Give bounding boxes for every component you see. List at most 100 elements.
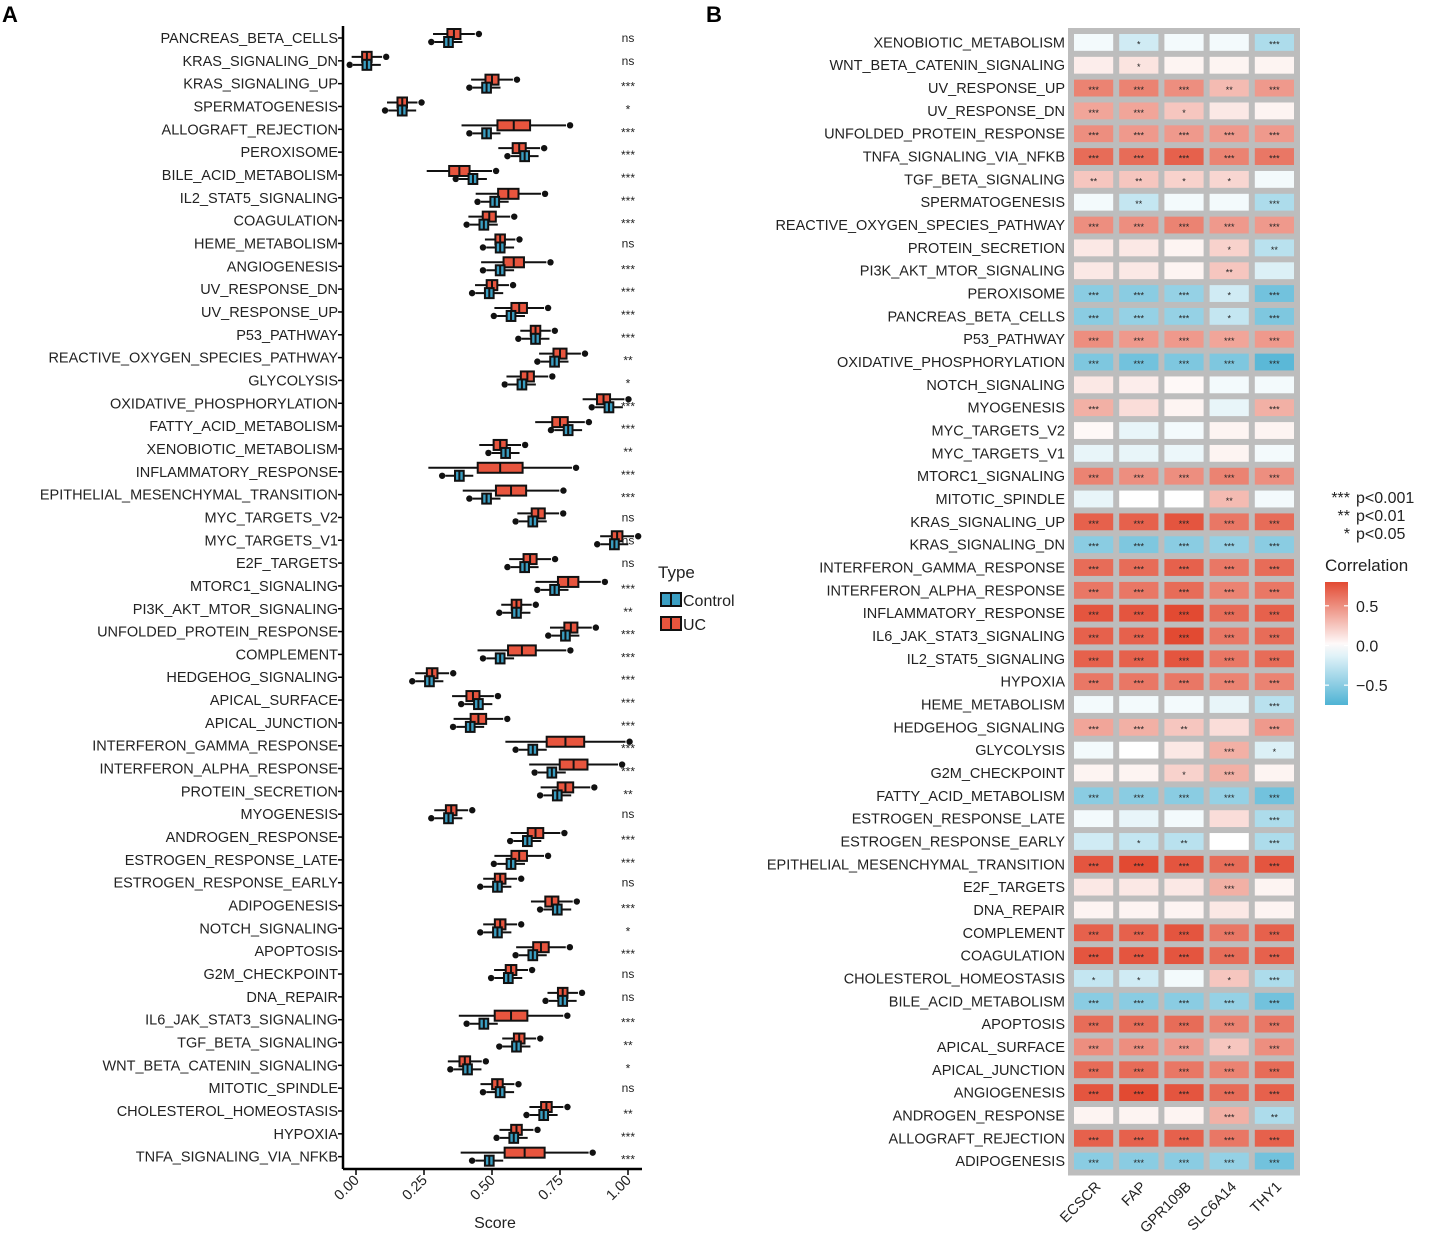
uc-outlier-point (564, 1103, 571, 1111)
cell-significance: *** (1224, 747, 1235, 757)
box-row-dna-repair: DNA_REPAIR ns (246, 986, 634, 1007)
box-row-estrogen-response-early: ESTROGEN_RESPONSE_EARLY ns (113, 872, 634, 893)
heatmap-cell (1254, 1129, 1294, 1147)
control-outlier-point (504, 152, 511, 160)
heatmap-cell (1164, 696, 1204, 713)
cell-significance: ** (1135, 176, 1143, 186)
heatmap-cell (1164, 924, 1204, 942)
box-row-estrogen-response-late: ESTROGEN_RESPONSE_LATE *** (125, 849, 635, 870)
heatmap-cell (1209, 878, 1249, 896)
cell-significance: *** (1269, 1135, 1280, 1145)
row-label-notch-signaling: NOTCH_SIGNALING (926, 378, 1065, 394)
heatmap-cell (1074, 1107, 1114, 1124)
cell-significance: *** (1179, 85, 1190, 95)
y-tick-label: INFLAMMATORY_RESPONSE (136, 465, 339, 481)
row-label-estrogen-response-early: ESTROGEN_RESPONSE_EARLY (840, 834, 1065, 850)
y-tick-label: INTERFERON_GAMMA_RESPONSE (92, 739, 338, 755)
cell-significance: *** (1134, 679, 1145, 689)
heatmap-panel: * ******* *** *** ** ****** *** **** *** *** *** **… (767, 28, 1414, 1237)
cell-significance: *** (1088, 1044, 1099, 1054)
cell-significance: *** (1134, 291, 1145, 301)
heatmap-cell (1254, 604, 1294, 622)
heatmap-cell (1074, 650, 1114, 668)
row-label-myc-targets-v2: MYC_TARGETS_V2 (932, 424, 1066, 440)
uc-outlier-point (547, 259, 554, 266)
uc-outlier-point (494, 692, 502, 700)
heatmap-cell (1119, 810, 1159, 828)
row-label-spermatogenesis: SPERMATOGENESIS (921, 195, 1066, 211)
y-tick-label: HEDGEHOG_SIGNALING (166, 670, 338, 686)
significance-label: *** (621, 742, 635, 756)
row-label-fatty-acid-metabolism: FATTY_ACID_METABOLISM (876, 789, 1065, 805)
heatmap-cell (1209, 490, 1249, 508)
control-outlier-point (479, 1088, 487, 1096)
cell-significance: *** (1134, 336, 1145, 346)
significance-label: *** (621, 171, 635, 185)
heatmap-cell (1119, 1152, 1159, 1170)
cell-significance: *** (1224, 565, 1235, 575)
heatmap-cell (1254, 513, 1294, 531)
control-outlier-point (531, 769, 538, 776)
heatmap-cell (1254, 947, 1294, 965)
control-outlier-point (428, 38, 435, 46)
row-label-peroxisome: PEROXISOME (968, 287, 1066, 303)
heatmap-cell (1209, 1015, 1249, 1033)
control-outlier-point (479, 655, 487, 662)
heatmap-cell (1209, 764, 1249, 782)
cell-significance: *** (1269, 953, 1280, 963)
y-tick-label: MYOGENESIS (241, 807, 339, 823)
heatmap-cell (1209, 718, 1249, 736)
cell-significance: *** (1179, 1090, 1190, 1100)
y-tick-label: PI3K_AKT_MTOR_SIGNALING (133, 602, 338, 618)
significance-label: *** (621, 422, 635, 436)
x-tick-label: 0.50 (468, 1173, 499, 1204)
cell-significance: *** (1269, 633, 1280, 643)
uc-outlier-point (469, 807, 476, 814)
row-label-apical-junction: APICAL_JUNCTION (932, 1063, 1065, 1079)
control-outlier-point (463, 1020, 470, 1027)
heatmap-cell (1119, 307, 1159, 325)
heatmap-cell (1164, 376, 1204, 394)
heatmap-cells: * ******* *** *** ** ****** *** **** *** *** *** **… (1074, 34, 1294, 1170)
heatmap-cell (1119, 878, 1159, 896)
uc-outlier-point (382, 53, 390, 61)
control-outlier-point (545, 632, 552, 639)
significance-label: *** (621, 331, 635, 345)
significance-label: *** (621, 308, 635, 322)
heatmap-cell (1074, 992, 1114, 1010)
cell-significance: *** (1179, 542, 1190, 552)
heatmap-cell (1074, 696, 1114, 713)
significance-label: ** (623, 1039, 633, 1053)
significance-label: ** (623, 605, 633, 619)
heatmap-cell (1209, 1038, 1249, 1056)
heatmap-cell (1164, 718, 1204, 736)
heatmap-cell (1074, 833, 1114, 850)
x-tick-label: 1.00 (604, 1173, 635, 1204)
cell-significance: *** (1269, 85, 1280, 95)
cell-significance: *** (1134, 998, 1145, 1008)
cell-significance: *** (1088, 610, 1099, 620)
heatmap-cell (1164, 1061, 1204, 1079)
cell-significance: *** (1269, 975, 1280, 985)
heatmap-cell (1074, 102, 1114, 120)
heatmap-cell (1209, 353, 1249, 371)
y-tick-label: G2M_CHECKPOINT (203, 967, 338, 983)
significance-label: ns (622, 54, 635, 68)
heatmap-cell (1074, 330, 1114, 348)
uc-outlier-point (418, 99, 425, 106)
heatmap-cell (1074, 239, 1114, 257)
box-row-complement: COMPLEMENT *** (236, 644, 635, 665)
cell-significance: *** (1179, 1158, 1190, 1168)
heatmap-cell (1074, 399, 1114, 417)
uc-outlier-point (541, 190, 549, 198)
heatmap-cell (1119, 650, 1159, 668)
heatmap-cell (1254, 536, 1294, 554)
uc-outlier-point (578, 989, 586, 997)
cell-significance: *** (1088, 1067, 1099, 1077)
cell-significance: *** (1269, 656, 1280, 666)
significance-label: *** (621, 902, 635, 916)
heatmap-cell (1254, 810, 1294, 828)
heatmap-cell (1254, 924, 1294, 942)
control-outlier-point (447, 1066, 454, 1073)
